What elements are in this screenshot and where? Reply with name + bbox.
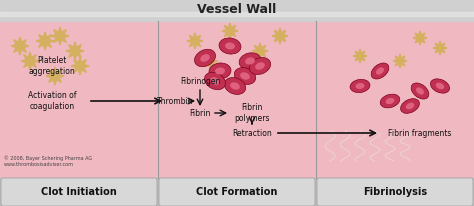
Text: Vessel Wall: Vessel Wall (197, 2, 277, 15)
Ellipse shape (210, 77, 220, 85)
Text: Platelet
aggregation: Platelet aggregation (28, 56, 75, 76)
FancyBboxPatch shape (1, 178, 157, 206)
Ellipse shape (376, 67, 384, 75)
Ellipse shape (194, 49, 216, 67)
Polygon shape (36, 32, 54, 50)
Text: Fibrin fragments: Fibrin fragments (388, 129, 452, 137)
Ellipse shape (255, 62, 265, 70)
Polygon shape (46, 67, 64, 85)
Ellipse shape (225, 42, 235, 49)
Ellipse shape (350, 79, 370, 92)
Polygon shape (393, 54, 407, 68)
Ellipse shape (416, 87, 424, 95)
Bar (0, 12, 474, 16)
Ellipse shape (215, 68, 225, 75)
Text: Fibrin
polymers: Fibrin polymers (234, 103, 270, 123)
Ellipse shape (380, 94, 400, 108)
Ellipse shape (219, 38, 241, 54)
Text: Fibrin: Fibrin (189, 109, 210, 117)
Ellipse shape (386, 98, 394, 104)
Ellipse shape (230, 82, 240, 90)
Polygon shape (51, 27, 69, 45)
Text: Retraction: Retraction (232, 129, 272, 137)
Polygon shape (71, 57, 89, 75)
Polygon shape (202, 53, 218, 69)
Ellipse shape (204, 72, 226, 90)
Polygon shape (433, 41, 447, 55)
Ellipse shape (224, 78, 246, 94)
Bar (0, 0, 474, 21)
Ellipse shape (201, 54, 210, 62)
FancyBboxPatch shape (159, 178, 315, 206)
Ellipse shape (430, 79, 449, 93)
Polygon shape (222, 23, 238, 39)
Polygon shape (353, 49, 367, 63)
FancyBboxPatch shape (317, 178, 473, 206)
Text: © 2008, Bayer Schering Pharma AG
www.thrombosisadviser.com: © 2008, Bayer Schering Pharma AG www.thr… (4, 155, 92, 167)
Text: Fibrinogen: Fibrinogen (180, 76, 220, 85)
Bar (0, 178, 474, 206)
Ellipse shape (249, 57, 271, 75)
Ellipse shape (371, 63, 389, 79)
Polygon shape (66, 42, 84, 60)
Text: Activation of
coagulation: Activation of coagulation (28, 91, 76, 111)
Polygon shape (272, 28, 288, 44)
Ellipse shape (401, 99, 419, 113)
Ellipse shape (436, 83, 444, 89)
Polygon shape (413, 31, 427, 45)
Polygon shape (11, 37, 29, 55)
Ellipse shape (245, 57, 255, 65)
Polygon shape (252, 43, 268, 59)
Text: Fibrinolysis: Fibrinolysis (363, 187, 427, 197)
Polygon shape (187, 33, 203, 49)
Ellipse shape (411, 83, 429, 99)
Polygon shape (21, 52, 39, 70)
Ellipse shape (406, 103, 414, 109)
Ellipse shape (240, 72, 250, 80)
Ellipse shape (239, 53, 261, 69)
Ellipse shape (356, 83, 365, 89)
Text: Clot Initiation: Clot Initiation (41, 187, 117, 197)
Text: Clot Formation: Clot Formation (196, 187, 278, 197)
Text: Thrombin: Thrombin (157, 96, 193, 105)
Ellipse shape (209, 63, 231, 79)
Ellipse shape (234, 68, 255, 84)
